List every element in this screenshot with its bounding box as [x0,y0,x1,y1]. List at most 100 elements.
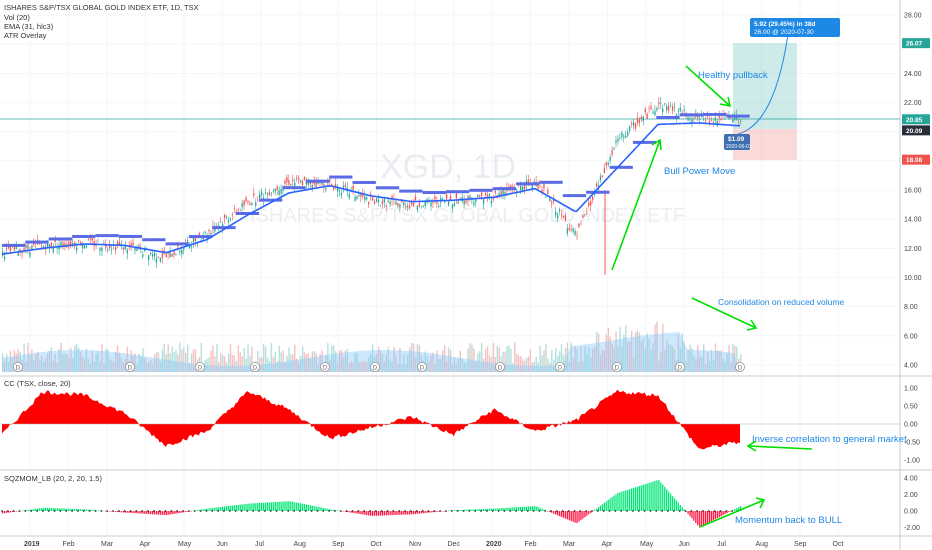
price-tag-label: 26.07 [906,41,923,48]
sqz-dot [123,510,126,512]
sqz-bar [251,503,253,511]
sqz-bar [237,504,239,511]
sqz-dot [602,510,605,512]
candle-body [17,252,19,256]
volume-bar [699,356,701,372]
sqz-bar [321,507,323,511]
volume-bar [634,332,637,372]
candle-body [444,201,446,204]
volume-bar [107,349,109,372]
candle-body [333,185,335,190]
arrow-inverse-head [746,440,757,452]
volume-bar [599,354,602,372]
volume-bar [317,363,319,372]
volume-bar [243,347,245,372]
dividend-marker[interactable] [735,362,745,372]
volume-bar [459,350,461,372]
sqz-bar [278,501,280,511]
dividend-marker[interactable] [320,362,330,372]
volume-bar [640,340,643,372]
dividend-marker[interactable] [555,362,565,372]
volume-bar [72,358,74,372]
cc-panel-label[interactable]: CC (TSX, close, 20) [4,379,71,388]
dividend-marker[interactable] [13,362,23,372]
sqz-bar [83,509,86,511]
dividend-marker[interactable] [417,362,427,372]
volume-bar [467,348,469,372]
candle-body [268,192,271,196]
sqz-tick-label: 4.00 [904,476,918,483]
candle-body [338,190,341,192]
dividend-marker[interactable] [612,362,622,372]
volume-bar [730,362,732,372]
volume-bar [319,353,321,372]
candle-body [568,227,570,231]
indicator-atr[interactable]: ATR Overlay [4,31,47,40]
sqz-bar [272,502,274,511]
volume-bar [151,363,154,372]
sqz-bar [595,508,598,511]
volume-bar [257,351,259,372]
sqz-bar [216,507,218,511]
dividend-marker[interactable] [495,362,505,372]
sqz-bar [60,508,62,511]
volume-bar [155,352,158,372]
candle-body [130,243,132,248]
sqz-bar [740,506,742,511]
volume-bar [685,361,687,372]
volume-bar [42,362,45,372]
sqz-bar [132,511,134,514]
dividend-marker[interactable] [370,362,380,372]
indicator-ema[interactable]: EMA (31, hlc3) [4,22,54,31]
volume-bar [259,357,261,372]
candle-body [313,181,315,185]
dividend-marker[interactable] [195,362,205,372]
sqz-bar [338,510,341,512]
candle-body [179,250,181,253]
candle-body [284,180,286,184]
volume-bar [354,353,356,372]
sqz-bar [68,508,70,511]
volume-bar [251,346,253,372]
volume-bar [31,349,33,372]
candle-body [148,255,150,261]
sqz-bar [611,497,613,511]
candle-body [560,214,563,216]
sqz-bar [401,511,403,515]
candle-body [126,249,128,254]
volume-bar [652,343,654,372]
candle-body [543,183,545,189]
candle-body [159,258,162,262]
sqz-dot [684,510,687,512]
volume-bar [658,360,660,372]
candle-body [630,123,633,125]
volume-bar [111,360,113,372]
volume-bar [379,350,382,372]
candle-body [625,135,627,138]
candle-body [297,178,300,180]
volume-bar [481,342,483,372]
candle-body [738,119,740,121]
dividend-marker[interactable] [675,362,685,372]
sqz-bar [712,511,715,521]
volume-bar [37,351,39,372]
candle-body [321,182,323,185]
sqz-bar [518,507,520,511]
candle-body [502,190,504,195]
sqz-bar [422,511,424,514]
indicator-vol[interactable]: Vol (20) [4,13,30,22]
candle-body [549,197,551,201]
sqz-bar [634,487,637,511]
volume-bar [212,345,214,372]
time-tick-label: Jul [255,541,264,548]
sqz-dot [626,510,628,512]
sqz-bar [424,511,426,514]
dividend-marker[interactable] [250,362,260,372]
sqz-panel-label[interactable]: SQZMOM_LB (20, 2, 20, 1.5) [4,474,102,483]
sqz-dot [509,510,512,512]
dividend-marker[interactable] [125,362,135,372]
sqz-bar [683,509,685,511]
candle-body [691,119,693,123]
volume-bar [666,339,668,372]
